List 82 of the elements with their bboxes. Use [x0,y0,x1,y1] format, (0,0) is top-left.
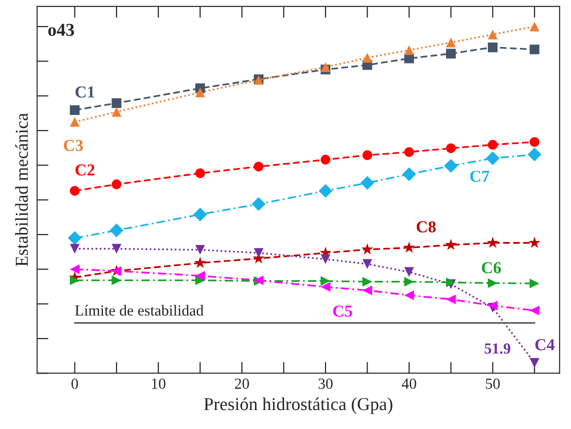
series-label: C7 [470,170,490,182]
point [404,267,414,277]
point [446,143,456,154]
point [444,238,457,250]
series-label: C1 [76,86,94,98]
chart-title: o43 [48,24,74,36]
point [488,300,498,310]
point [530,278,540,288]
point [70,105,80,115]
point [362,276,372,287]
ref-line-label: Límite de estabilidad [75,304,204,316]
point [530,358,540,368]
point [362,286,372,296]
point [70,264,80,274]
point [252,197,266,211]
point [446,48,456,58]
series-label: C2 [76,164,94,176]
x-tick-label: 0 [71,378,78,389]
point [528,148,542,162]
point [194,256,206,268]
point [70,186,80,196]
point [404,45,414,55]
series-label: C4 [535,339,555,350]
point [361,243,374,255]
point [530,22,540,32]
point [488,42,498,52]
point [486,151,500,166]
point [112,98,122,108]
point [530,137,540,147]
point [70,117,80,127]
point [112,275,122,286]
point [404,290,414,300]
point [362,259,372,269]
point [530,306,540,316]
x-axis-title: Presión hidrostática (Gpa) [204,398,392,414]
point [195,244,205,255]
point [362,52,372,63]
series-label: C3 [64,140,83,152]
x-tick-label: 20 [234,378,249,389]
x-tick-label: 50 [486,378,500,389]
point [404,276,414,287]
point [528,236,540,248]
point [193,208,207,222]
point [446,38,456,48]
point [320,282,330,292]
point [530,44,540,54]
x-tick-label: 30 [318,378,333,389]
point [360,176,374,190]
point [488,278,498,288]
point [320,154,330,165]
point [488,140,498,150]
series-label: C5 [333,306,352,317]
point [110,224,124,238]
point [362,150,372,160]
y-axis-title: Estabilidad mecánica [15,113,28,266]
point [70,275,80,286]
point [112,244,122,254]
point [68,231,82,245]
series-label: C6 [482,262,501,274]
point [195,270,205,281]
series-label: C8 [416,221,436,232]
point [446,294,456,304]
point [402,167,416,182]
annotation: 51.9 [484,343,510,354]
point [404,147,414,157]
point [254,248,264,258]
point [112,179,122,190]
x-tick-label: 10 [152,378,166,389]
point [403,241,416,253]
point [112,106,122,117]
point [320,276,330,286]
point [195,88,205,98]
point [444,159,458,173]
point [318,184,332,198]
point [320,62,330,72]
point [488,30,498,40]
point [320,254,330,264]
x-tick-label: 40 [402,378,416,389]
point [486,236,499,248]
point [195,168,205,178]
point [70,244,80,254]
point [254,162,264,172]
